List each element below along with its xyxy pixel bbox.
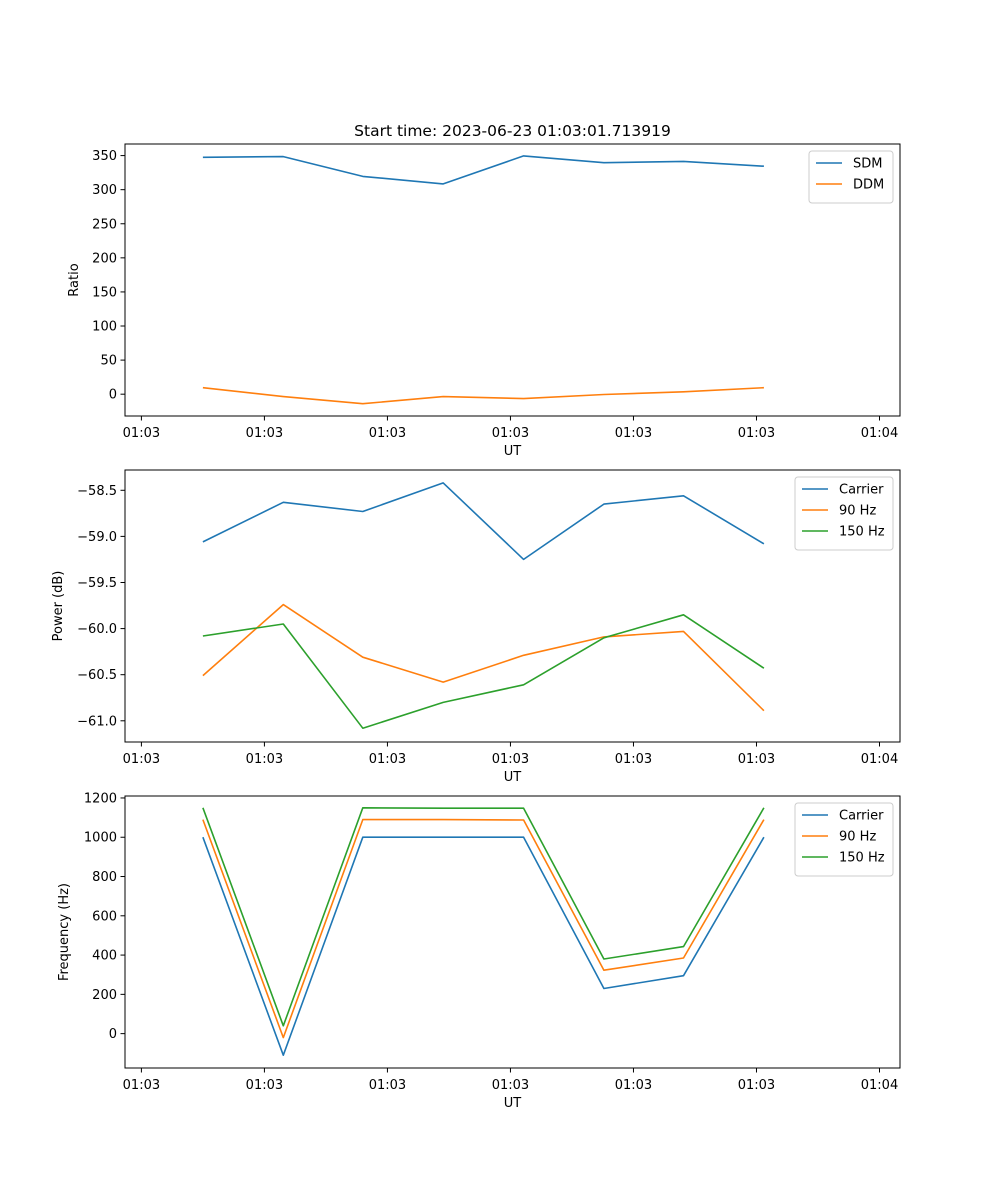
legend: SDM DDM <box>808 150 894 204</box>
x-tick-label: 01:03 <box>615 1078 652 1093</box>
x-tick-label: 01:04 <box>861 426 898 441</box>
legend-box <box>808 150 894 204</box>
legend-label: SDM <box>853 157 882 172</box>
legend-label: 150 Hz <box>839 851 885 866</box>
series-lines <box>202 155 764 405</box>
x-tick-label: 01:03 <box>246 1078 283 1093</box>
y-tick-label: 600 <box>92 909 117 924</box>
x-tick-label: 01:03 <box>492 426 529 441</box>
legend-label: Carrier <box>839 809 884 824</box>
x-tick-label: 01:04 <box>861 1078 898 1093</box>
y-axis-label: Power (dB) <box>51 571 66 642</box>
series-line-90-hz <box>202 818 765 1039</box>
x-tick-label: 01:03 <box>738 426 775 441</box>
series-line-sdm <box>202 155 764 185</box>
series-line-150-hz <box>202 806 765 1027</box>
subplot-1: 01:03 01:03 01:03 01:03 01:03 01:03 01:04 0 50 10… <box>67 143 901 459</box>
legend-label: 90 Hz <box>839 830 876 845</box>
subplot-2: 01:03 01:03 01:03 01:03 01:03 01:03 01:04 −58.5… <box>51 469 901 785</box>
x-tick-label: 01:03 <box>738 752 775 767</box>
legend-label: DDM <box>853 178 884 193</box>
series-line-90-hz <box>202 603 765 712</box>
y-tick-label: 100 <box>92 320 117 335</box>
series-line-carrier <box>202 836 765 1056</box>
plot-frame <box>124 143 901 417</box>
x-tick-label: 01:03 <box>123 1078 160 1093</box>
y-tick-label: 1000 <box>84 831 117 846</box>
x-tick-label: 01:03 <box>369 426 406 441</box>
legend: Carrier 90 Hz 150 Hz <box>794 802 894 877</box>
x-tick-label: 01:03 <box>492 1078 529 1093</box>
x-tick-label: 01:03 <box>123 426 160 441</box>
legend: Carrier 90 Hz 150 Hz <box>794 476 894 551</box>
x-axis-label: UT <box>504 444 522 459</box>
x-tick-label: 01:03 <box>123 752 160 767</box>
x-axis-label: UT <box>504 1096 522 1111</box>
y-tick-label: −59.0 <box>77 530 117 545</box>
plot-frame <box>124 795 901 1069</box>
x-tick-label: 01:03 <box>615 752 652 767</box>
y-tick-label: −59.5 <box>77 576 117 591</box>
y-tick-label: −61.0 <box>77 714 117 729</box>
y-tick-label: 50 <box>100 354 117 369</box>
y-tick-label: 350 <box>92 149 117 164</box>
x-tick-label: 01:03 <box>369 1078 406 1093</box>
x-tick-label: 01:03 <box>246 426 283 441</box>
x-axis-label: UT <box>504 770 522 785</box>
y-axis-label: Ratio <box>67 263 82 296</box>
x-tick-label: 01:03 <box>615 426 652 441</box>
y-tick-label: 0 <box>109 1027 117 1042</box>
x-tick-label: 01:03 <box>492 752 529 767</box>
legend-label: 150 Hz <box>839 525 885 540</box>
y-tick-label: 1200 <box>84 791 117 806</box>
x-tick-label: 01:03 <box>246 752 283 767</box>
y-tick-label: −60.5 <box>77 668 117 683</box>
y-tick-label: 800 <box>92 870 117 885</box>
series-line-carrier <box>202 482 765 561</box>
plots-group: 01:03 01:03 01:03 01:03 01:03 01:03 01:04 0 50 10… <box>51 143 901 1111</box>
figure-title: Start time: 2023-06-23 01:03:01.713919 <box>354 122 671 140</box>
y-tick-label: −60.0 <box>77 622 117 637</box>
y-tick-label: 200 <box>92 251 117 266</box>
y-tick-label: 200 <box>92 988 117 1003</box>
x-tick-label: 01:03 <box>738 1078 775 1093</box>
y-tick-label: −58.5 <box>77 484 117 499</box>
y-tick-label: 250 <box>92 217 117 232</box>
y-axis-label: Frequency (Hz) <box>57 883 72 981</box>
y-tick-label: 400 <box>92 949 117 964</box>
series-lines <box>202 806 765 1056</box>
series-line-ddm <box>202 386 764 405</box>
plot-frame <box>124 469 901 743</box>
y-tick-label: 0 <box>109 388 117 403</box>
legend-label: 90 Hz <box>839 504 876 519</box>
series-line-150-hz <box>202 613 765 730</box>
y-tick-label: 150 <box>92 285 117 300</box>
legend-label: Carrier <box>839 483 884 498</box>
y-tick-label: 300 <box>92 183 117 198</box>
x-tick-label: 01:03 <box>369 752 406 767</box>
subplot-3: 01:03 01:03 01:03 01:03 01:03 01:03 01:04 0 200 4… <box>57 791 901 1111</box>
series-lines <box>202 482 765 730</box>
x-tick-label: 01:04 <box>861 752 898 767</box>
